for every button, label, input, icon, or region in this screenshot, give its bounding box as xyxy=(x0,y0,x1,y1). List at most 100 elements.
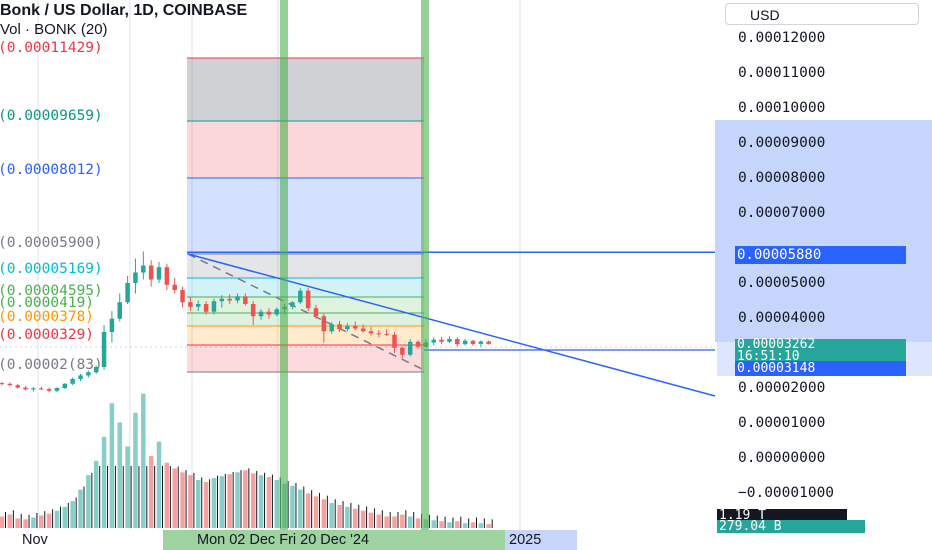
price-range-band xyxy=(715,120,932,342)
candle-body xyxy=(23,387,28,390)
volume-bar xyxy=(321,499,327,528)
currency-button[interactable]: USD xyxy=(725,3,919,25)
candle-body xyxy=(54,388,60,391)
fib-zone xyxy=(187,345,424,372)
volume-bar xyxy=(117,422,122,528)
candle-body xyxy=(376,333,382,335)
fib-label: (0.00008012) xyxy=(0,162,103,178)
price-axis-label: 0.00012000 xyxy=(738,30,826,46)
volume-bar xyxy=(329,503,334,528)
volume-bar xyxy=(86,475,91,528)
volume-bar xyxy=(439,521,444,528)
volume-bar xyxy=(235,472,240,528)
fib-zone xyxy=(187,178,424,254)
fib-label: (0.0000378) xyxy=(0,309,95,325)
volume-bar xyxy=(313,496,319,528)
candle-body xyxy=(392,334,397,348)
volume-bar xyxy=(274,480,279,528)
candle-body xyxy=(133,272,138,283)
fib-zone xyxy=(187,254,424,278)
candle-body xyxy=(329,324,334,332)
vertical-highlight-line xyxy=(280,0,288,530)
candle-body xyxy=(321,316,327,332)
volume-bar xyxy=(415,518,421,528)
candle-body xyxy=(15,385,20,388)
volume-bar xyxy=(196,480,201,528)
price-axis-label: 0.00010000 xyxy=(738,100,826,116)
volume-bar xyxy=(258,475,264,528)
volume-bar xyxy=(78,489,83,528)
price-axis-label: 0.00002000 xyxy=(738,380,826,396)
volume-indicator-label[interactable]: Vol · BONK (20) xyxy=(0,21,108,38)
volume-badge-1: 1.19 T xyxy=(717,509,847,522)
candle-body xyxy=(290,302,295,307)
volume-bar xyxy=(447,522,452,528)
candle-body xyxy=(407,341,413,355)
fib-zone xyxy=(187,121,424,178)
volume-bar xyxy=(125,446,130,528)
candle-body xyxy=(400,347,405,355)
fib-zone xyxy=(187,313,424,326)
fib-label: (0.00011429) xyxy=(0,40,103,56)
volume-bar xyxy=(188,475,193,528)
time-axis-nov: Nov xyxy=(22,532,48,548)
candle-body xyxy=(156,267,162,280)
volume-bar xyxy=(337,504,342,528)
candle-body xyxy=(196,304,201,307)
volume-bar xyxy=(368,512,374,528)
candle-body xyxy=(250,304,256,317)
volume-bar xyxy=(203,481,209,528)
volume-bar xyxy=(305,493,311,528)
candle-body xyxy=(478,341,484,344)
volume-bar xyxy=(455,521,460,528)
candle-body xyxy=(384,333,389,335)
volume-bar xyxy=(180,472,185,528)
volume-bar xyxy=(298,489,303,528)
fib-label: (0.00004595) xyxy=(0,283,103,299)
fib-label: (0.00005169) xyxy=(0,261,103,277)
candle-body xyxy=(164,267,170,285)
candle-body xyxy=(211,301,217,312)
candle-body xyxy=(305,290,311,309)
price-axis-label: 0.00011000 xyxy=(738,65,826,81)
price-axis-label: 0.00004000 xyxy=(738,310,826,326)
volume-bar xyxy=(219,476,225,528)
candle-body xyxy=(415,341,421,347)
price-axis-label: 0.00005000 xyxy=(738,275,826,291)
candle-body xyxy=(148,265,154,280)
volume-bar xyxy=(250,473,256,528)
candle-body xyxy=(39,388,44,390)
fib-trend-dashed-line xyxy=(187,253,425,371)
fib-label: (0.00002(83) xyxy=(0,357,103,373)
candle-body xyxy=(353,325,358,329)
price-axis-label: 0.00007000 xyxy=(738,205,826,221)
volume-bar xyxy=(172,468,177,528)
price-axis-label: −0.00001000 xyxy=(738,485,835,501)
volume-bar xyxy=(133,412,138,528)
candle-body xyxy=(78,375,83,379)
line-level-badge: 0.00005880 xyxy=(735,246,906,264)
vertical-highlight-line xyxy=(421,0,429,530)
candle-body xyxy=(172,284,177,290)
candle-body xyxy=(219,298,225,302)
volume-bar xyxy=(227,474,232,528)
volume-bar xyxy=(101,436,107,528)
volume-bar xyxy=(376,514,382,528)
volume-bar xyxy=(407,516,413,528)
volume-bar xyxy=(243,470,248,528)
candle-body xyxy=(431,339,436,343)
fib-label: (0.0000419) xyxy=(0,295,95,311)
volume-bar xyxy=(109,403,115,528)
volume-bar xyxy=(478,523,484,528)
last-price-badge: 0.00003262 16:51:10 xyxy=(735,338,906,363)
volume-bar xyxy=(431,520,436,528)
time-axis-2025: 2025 xyxy=(505,530,577,550)
candle-body xyxy=(298,290,303,303)
price-axis-label: 0.00000000 xyxy=(738,450,826,466)
volume-bar xyxy=(7,514,13,528)
candle-body xyxy=(266,311,272,315)
volume-bar xyxy=(70,501,75,528)
volume-bar xyxy=(211,478,217,528)
volume-bar xyxy=(392,516,397,528)
